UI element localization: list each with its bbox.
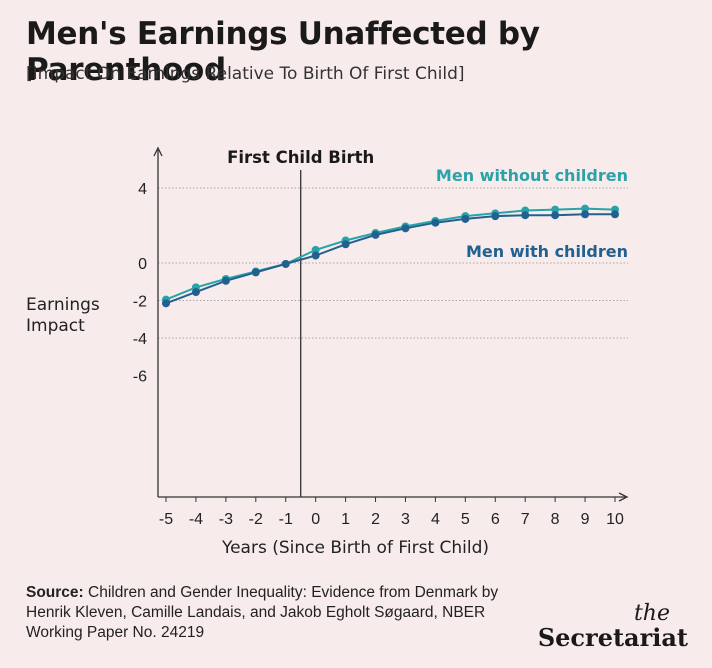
x-tick-label: 1	[341, 511, 350, 528]
y-tick-label: -6	[133, 369, 147, 386]
data-point	[221, 276, 230, 285]
brand-logo: the Secretariat	[537, 601, 688, 652]
x-tick-label: 7	[521, 511, 530, 528]
data-point	[491, 212, 500, 221]
x-tick-label: 0	[311, 511, 320, 528]
series-label-with-children: Men with children	[466, 242, 628, 261]
line-chart: 4 0 -2 -4 -6 -5 -4 -3 -2 -1 0 1 2 3 4 5 6 7 8 9 10 Years (Sin…	[26, 146, 629, 558]
x-axis-label: Years (Since Birth of First Child)	[221, 538, 489, 558]
data-point	[551, 205, 560, 214]
x-tick-label: 5	[461, 511, 470, 528]
chart-title: Men's Earnings Unaffected by Parenthood	[26, 16, 540, 88]
y-tick-label: -2	[133, 294, 147, 311]
data-point	[461, 214, 470, 223]
y-axis-arrow	[153, 146, 163, 157]
data-point	[371, 230, 380, 239]
data-point	[431, 218, 440, 227]
y-tick-label: -4	[133, 331, 147, 348]
x-tick-label: -5	[159, 511, 173, 528]
x-tick-label: -4	[189, 511, 203, 528]
series-label-without-children: Men without children	[436, 166, 628, 185]
data-point	[311, 245, 320, 254]
x-tick-label: 8	[551, 511, 560, 528]
y-tick-label: 0	[138, 256, 147, 273]
x-tick-label: 9	[581, 511, 590, 528]
y-axis-label: Earnings	[26, 295, 100, 315]
data-point	[191, 288, 200, 297]
data-point	[341, 240, 350, 249]
data-point	[521, 211, 530, 220]
x-tick-label: 2	[371, 511, 380, 528]
x-tick-label: -1	[279, 511, 293, 528]
data-point	[281, 259, 290, 268]
data-point	[162, 299, 170, 308]
data-point	[581, 204, 590, 213]
x-tick-label: 6	[491, 511, 500, 528]
x-tick-label: 4	[431, 511, 440, 528]
data-point	[311, 251, 320, 260]
data-point	[251, 268, 260, 277]
data-point	[581, 210, 590, 219]
source-text: Children and Gender Inequality: Evidence…	[26, 584, 499, 641]
data-point	[551, 211, 560, 220]
data-point	[611, 210, 619, 219]
data-point	[401, 224, 410, 233]
chart-subtitle: [Impact On Earnings Relative To Birth Of…	[26, 64, 465, 84]
x-axis-arrow	[618, 492, 629, 502]
brand-the: the	[633, 601, 670, 626]
x-tick-label: -2	[249, 511, 263, 528]
source-note: Source: Children and Gender Inequality: …	[26, 583, 526, 643]
x-tick-label: 10	[606, 511, 624, 528]
series-line-2	[165, 213, 615, 305]
x-tick-label: 3	[401, 511, 410, 528]
y-tick-label: 4	[138, 181, 147, 198]
annotation-label: First Child Birth	[227, 148, 374, 167]
x-tick-label: -3	[219, 511, 233, 528]
source-label: Source:	[26, 584, 84, 601]
y-axis-label: Impact	[26, 316, 85, 336]
series-line-1	[165, 207, 616, 301]
brand-name: Secretariat	[537, 623, 688, 652]
